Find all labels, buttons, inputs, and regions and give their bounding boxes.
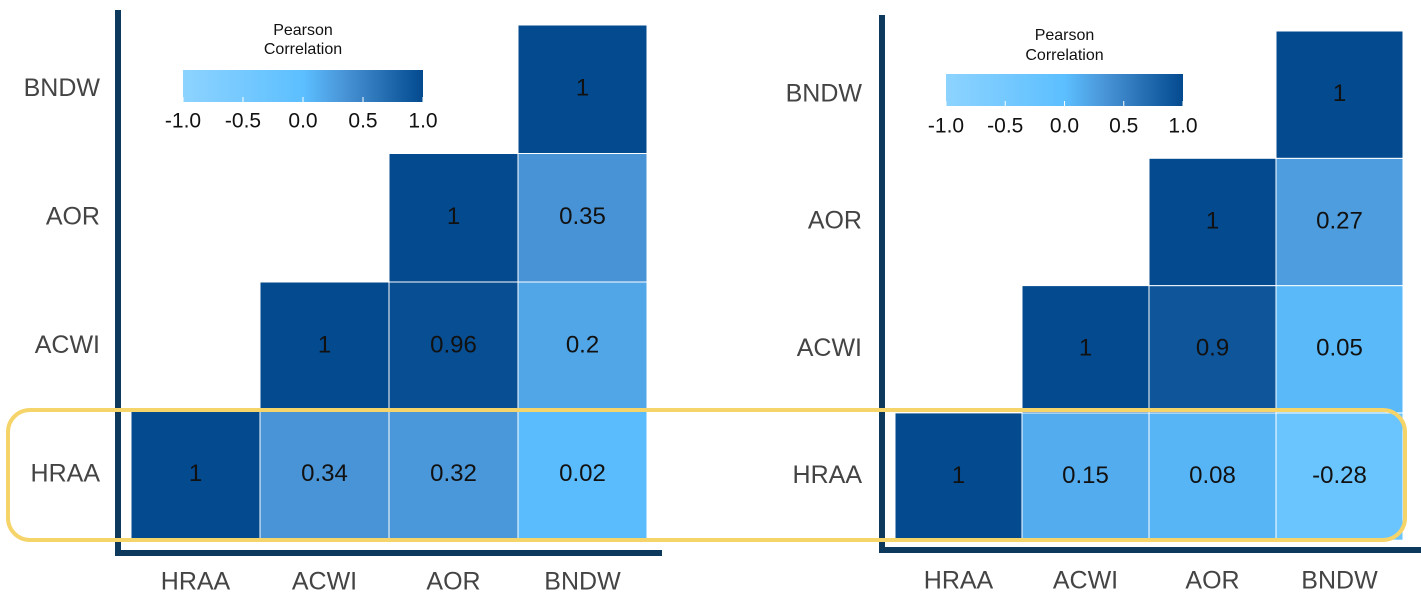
colorbar-tick-label: 0.5	[1109, 115, 1138, 138]
cell-value-label: 1	[952, 462, 965, 489]
y-tick-label: HRAA	[31, 459, 101, 487]
colorbar	[183, 70, 423, 102]
cell-value-label: 0.9	[1196, 335, 1229, 362]
x-tick-label: HRAA	[924, 567, 994, 595]
heatmap-cell	[1148, 157, 1277, 287]
cell-value-label: 0.32	[430, 460, 477, 487]
colorbar	[946, 74, 1183, 106]
colorbar-tick-label: 0.0	[288, 110, 317, 133]
heatmap-cell	[1275, 30, 1404, 159]
cell-value-label: 0.2	[566, 332, 599, 359]
heatmap-cell	[259, 410, 390, 540]
x-tick-label: HRAA	[161, 568, 231, 596]
cell-value-label: 1	[1206, 207, 1219, 234]
y-tick-label: AOR	[46, 202, 100, 230]
heatmap-cell	[1021, 285, 1150, 414]
colorbar-tick-label: -0.5	[987, 115, 1023, 138]
x-tick-label: AOR	[426, 568, 480, 596]
heatmap-cell	[259, 281, 390, 411]
y-tick-label: HRAA	[793, 461, 863, 489]
y-tick-label: ACWI	[797, 334, 862, 362]
cell-value-label: 1	[1333, 80, 1346, 107]
colorbar-title: Pearson	[1035, 27, 1095, 44]
x-tick-label: BNDW	[544, 568, 621, 596]
y-tick-label: ACWI	[35, 331, 100, 359]
cell-value-label: 0.05	[1316, 335, 1363, 362]
heatmap-cell	[1021, 412, 1150, 541]
heatmap-cell	[517, 24, 648, 154]
heatmap-cell	[388, 281, 519, 411]
cell-value-label: 0.27	[1316, 207, 1363, 234]
colorbar-tick-label: 1.0	[408, 110, 437, 133]
cell-value-label: 1	[318, 332, 331, 359]
y-tick-label: BNDW	[786, 79, 863, 107]
heatmap-cell	[130, 410, 261, 540]
colorbar-tick-label: -0.5	[225, 110, 261, 133]
colorbar-title: Pearson	[273, 22, 333, 39]
heatmap-cell	[1275, 412, 1404, 541]
heatmap-cell	[517, 410, 648, 540]
y-tick-label: BNDW	[24, 74, 101, 102]
heatmap-cell	[517, 153, 648, 283]
cell-value-label: 1	[1079, 335, 1092, 362]
highlight-box	[6, 408, 1407, 542]
cell-value-label: 0.34	[301, 460, 348, 487]
cell-value-label: 0.02	[559, 460, 606, 487]
colorbar-tick-label: -1.0	[165, 110, 201, 133]
cell-value-label: 0.96	[430, 332, 477, 359]
colorbar-title: Correlation	[1025, 47, 1103, 64]
heatmap-cell	[1148, 412, 1277, 541]
cell-value-label: -0.28	[1312, 462, 1367, 489]
heatmap-cell	[388, 153, 519, 283]
x-tick-label: ACWI	[1053, 567, 1118, 595]
cell-value-label: 0.35	[559, 203, 606, 230]
cell-value-label: 1	[447, 203, 460, 230]
colorbar-tick-label: 0.5	[348, 110, 377, 133]
colorbar-tick-label: -1.0	[928, 115, 964, 138]
colorbar-title: Correlation	[264, 41, 342, 58]
heatmap-cell	[1275, 285, 1404, 414]
y-tick-label: AOR	[808, 207, 862, 235]
heatmap-cell	[1275, 157, 1404, 287]
cell-value-label: 1	[576, 75, 589, 102]
heatmap-cell	[894, 412, 1023, 541]
colorbar-tick-label: 1.0	[1168, 115, 1197, 138]
colorbar-tick-label: 0.0	[1050, 115, 1079, 138]
x-tick-label: BNDW	[1301, 567, 1378, 595]
cell-value-label: 0.15	[1062, 462, 1109, 489]
cell-value-label: 0.08	[1189, 462, 1236, 489]
x-tick-label: AOR	[1185, 567, 1239, 595]
cell-value-label: 1	[189, 460, 202, 487]
x-tick-label: ACWI	[292, 568, 357, 596]
